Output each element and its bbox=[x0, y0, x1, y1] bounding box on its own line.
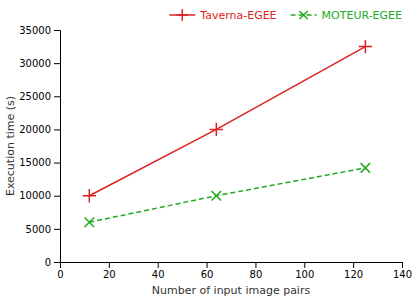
legend-item: MOTEUR-EGEE bbox=[291, 9, 402, 22]
x-tick: 120 bbox=[344, 262, 363, 280]
y-axis: 0 5000 10000 15000 20000 25000 30000 35000 bbox=[19, 25, 60, 268]
x-tick-label: 80 bbox=[250, 269, 263, 280]
x-tick: 0 bbox=[57, 262, 63, 280]
series-line bbox=[89, 168, 365, 222]
x-tick: 20 bbox=[103, 262, 116, 280]
y-tick-mark bbox=[54, 196, 60, 197]
y-tick: 15000 bbox=[19, 157, 60, 168]
y-tick-mark bbox=[54, 163, 60, 164]
x-tick-label: 40 bbox=[152, 269, 165, 280]
y-tick-label: 35000 bbox=[19, 25, 51, 36]
legend-label: Taverna-EGEE bbox=[199, 9, 276, 22]
plot: 0 20 40 60 80 100 120 140 0 5000 10000 15000 20000 25… bbox=[19, 25, 412, 280]
x-tick-label: 0 bbox=[57, 269, 63, 280]
y-tick: 10000 bbox=[19, 190, 60, 201]
x-tick-mark bbox=[158, 262, 159, 268]
x-tick-label: 100 bbox=[295, 269, 314, 280]
y-axis-line bbox=[54, 31, 61, 263]
legend-label: MOTEUR-EGEE bbox=[322, 9, 402, 22]
y-tick: 25000 bbox=[19, 91, 60, 102]
y-tick-label: 0 bbox=[45, 257, 51, 268]
x-tick: 60 bbox=[201, 262, 214, 280]
y-tick: 35000 bbox=[19, 25, 60, 36]
y-tick-label: 30000 bbox=[19, 58, 51, 69]
y-tick-label: 20000 bbox=[19, 124, 51, 135]
point bbox=[212, 191, 221, 200]
legend-item: Taverna-EGEE bbox=[169, 9, 276, 22]
x-tick-mark bbox=[304, 262, 305, 268]
series-area bbox=[83, 40, 372, 227]
point bbox=[83, 189, 96, 202]
point bbox=[85, 218, 94, 227]
x-tick-label: 20 bbox=[103, 269, 116, 280]
x-tick-label: 60 bbox=[201, 269, 214, 280]
point bbox=[361, 163, 370, 172]
point bbox=[210, 123, 223, 136]
x-axis-title: Number of input image pairs bbox=[152, 284, 311, 297]
point bbox=[359, 40, 372, 53]
x-tick-mark bbox=[353, 262, 354, 268]
x-tick-label: 120 bbox=[344, 269, 363, 280]
x-tick-mark bbox=[109, 262, 110, 268]
chart: 0 20 40 60 80 100 120 140 0 5000 10000 15000 20000 25… bbox=[0, 0, 418, 302]
y-tick: 0 bbox=[45, 257, 60, 268]
y-tick-mark bbox=[54, 262, 60, 263]
y-tick: 5000 bbox=[26, 224, 60, 235]
y-tick: 30000 bbox=[19, 58, 60, 69]
x-tick: 100 bbox=[295, 262, 314, 280]
y-tick-mark bbox=[54, 129, 60, 130]
legend-marker bbox=[177, 9, 188, 20]
y-tick-mark bbox=[54, 96, 60, 97]
y-axis-title: Execution time (s) bbox=[4, 96, 17, 196]
series bbox=[85, 163, 370, 227]
x-tick-mark bbox=[255, 262, 256, 268]
series-line bbox=[89, 47, 365, 196]
y-tick-mark bbox=[54, 63, 60, 64]
x-axis-line bbox=[61, 263, 403, 269]
x-tick: 40 bbox=[152, 262, 165, 280]
y-tick-mark bbox=[54, 229, 60, 230]
y-tick-label: 25000 bbox=[19, 91, 51, 102]
x-tick-label: 140 bbox=[393, 269, 412, 280]
x-tick: 140 bbox=[393, 262, 412, 280]
y-tick-label: 10000 bbox=[19, 190, 51, 201]
x-tick-mark bbox=[402, 262, 403, 268]
legend: Taverna-EGEE MOTEUR-EGEE bbox=[169, 9, 402, 22]
x-tick-mark bbox=[207, 262, 208, 268]
x-tick: 80 bbox=[250, 262, 263, 280]
series bbox=[83, 40, 372, 202]
y-tick: 20000 bbox=[19, 124, 60, 135]
y-tick-mark bbox=[54, 30, 60, 31]
x-axis: 0 20 40 60 80 100 120 140 bbox=[57, 262, 412, 280]
y-tick-label: 15000 bbox=[19, 157, 51, 168]
y-tick-label: 5000 bbox=[26, 224, 51, 235]
legend-marker bbox=[300, 11, 308, 19]
